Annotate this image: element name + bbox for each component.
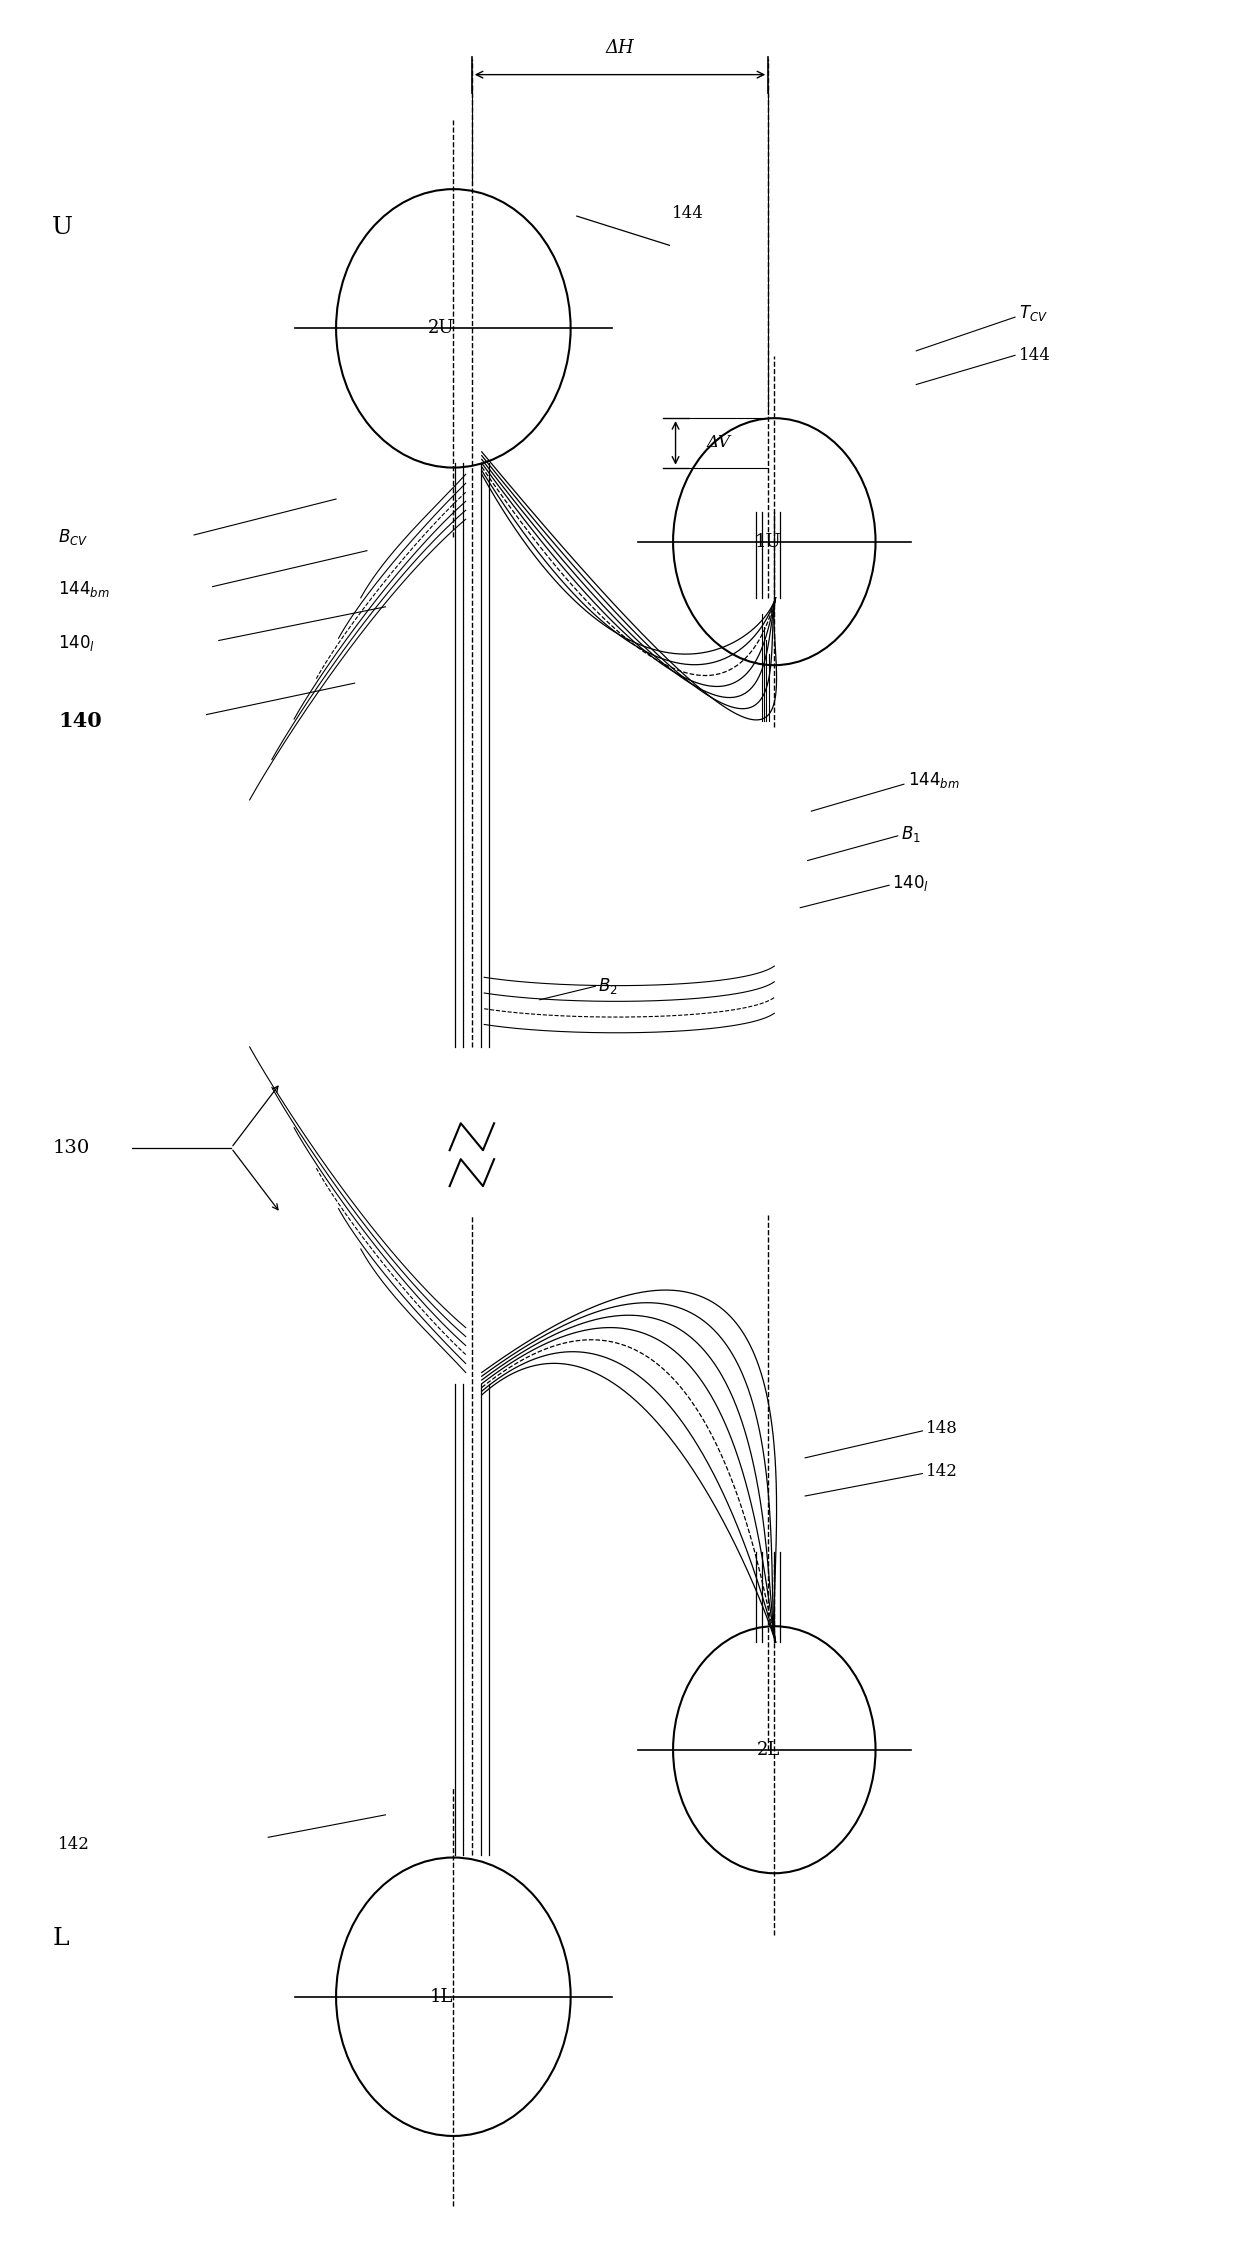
Text: 2U: 2U — [428, 320, 454, 338]
Text: 130: 130 — [52, 1139, 89, 1157]
Text: 144: 144 — [1019, 347, 1050, 365]
Text: 142: 142 — [926, 1463, 959, 1479]
Text: $140_l$: $140_l$ — [58, 633, 95, 653]
Text: U: U — [52, 216, 73, 239]
Text: $T_{CV}$: $T_{CV}$ — [1019, 302, 1048, 322]
Text: 140: 140 — [58, 711, 102, 732]
Text: 142: 142 — [58, 1835, 91, 1853]
Text: $B_{CV}$: $B_{CV}$ — [58, 527, 88, 547]
Text: $144_{bm}$: $144_{bm}$ — [908, 770, 960, 790]
Text: 148: 148 — [926, 1420, 959, 1436]
Text: 1U: 1U — [755, 533, 781, 551]
Text: $B_2$: $B_2$ — [598, 977, 618, 997]
Text: ΔH: ΔH — [605, 38, 635, 56]
Text: $144_{bm}$: $144_{bm}$ — [58, 579, 110, 599]
Text: $140_l$: $140_l$ — [892, 873, 929, 894]
Text: 1L: 1L — [429, 1988, 453, 2006]
Text: 2L: 2L — [756, 1740, 780, 1758]
Text: 144: 144 — [672, 205, 704, 223]
Text: ΔV: ΔV — [707, 434, 730, 452]
Text: L: L — [52, 1927, 68, 1949]
Text: $B_1$: $B_1$ — [901, 824, 921, 844]
